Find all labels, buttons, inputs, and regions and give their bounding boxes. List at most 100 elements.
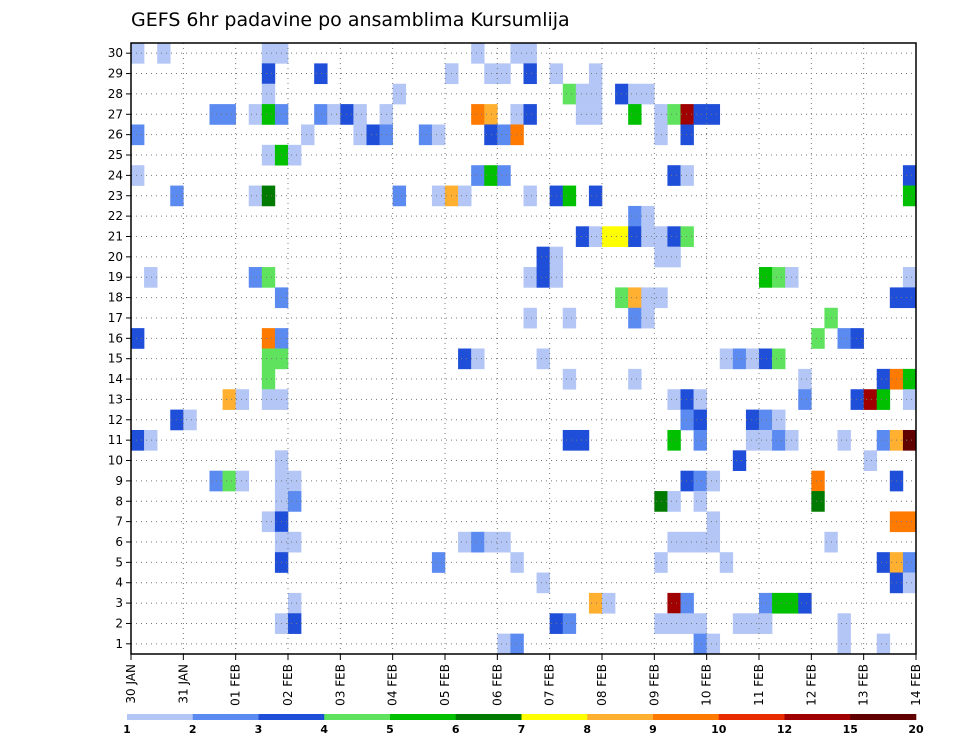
heatmap-cell — [745, 429, 760, 451]
heatmap-cell — [562, 613, 577, 634]
heatmap-cell — [667, 165, 681, 186]
heatmap-cell — [850, 389, 864, 410]
heatmap-cell — [458, 348, 472, 370]
heatmap-cell — [641, 287, 655, 309]
heatmap-cell — [222, 470, 236, 492]
heatmap-cell — [458, 185, 472, 207]
heatmap-cell — [575, 104, 590, 125]
heatmap-cell — [484, 124, 498, 146]
heatmap-cell — [484, 165, 498, 186]
heatmap-cell — [732, 450, 747, 471]
heatmap-cell — [798, 368, 812, 390]
heatmap-cell — [667, 613, 681, 634]
heatmap-cell — [876, 368, 891, 390]
y-tick-label: 19 — [108, 270, 123, 284]
x-tick-label: 02 FEB — [281, 664, 295, 706]
heatmap-cell — [680, 531, 694, 553]
heatmap-cell — [523, 43, 537, 64]
y-tick-label: 6 — [115, 535, 123, 549]
heatmap-cell — [523, 307, 537, 329]
heatmap-cell — [798, 592, 812, 614]
heatmap-cell — [392, 83, 407, 105]
heatmap-cell — [680, 104, 694, 125]
heatmap-cell — [745, 409, 760, 431]
heatmap-cell — [602, 226, 616, 247]
heatmap-cell — [562, 368, 577, 390]
heatmap-cell — [837, 328, 851, 349]
y-tick-label: 16 — [108, 331, 123, 345]
heatmap-cell — [680, 165, 694, 186]
heatmap-cell — [392, 185, 407, 207]
heatmap-cell — [902, 165, 917, 186]
heatmap-cell — [693, 409, 707, 431]
heatmap-cell — [261, 83, 276, 105]
heatmap-cell — [301, 124, 315, 146]
x-tick-label: 11 FEB — [752, 664, 766, 706]
heatmap-cell — [575, 226, 590, 247]
heatmap-cell — [562, 83, 577, 105]
heatmap-cell — [497, 63, 511, 85]
colorbar-swatch — [324, 714, 391, 720]
heatmap-cell — [680, 389, 694, 410]
heatmap-cell — [667, 226, 681, 247]
colorbar-level-label: 12 — [777, 723, 792, 736]
heatmap-cell — [811, 328, 825, 349]
y-tick-label: 14 — [108, 372, 123, 386]
heatmap-cell — [667, 246, 681, 268]
heatmap-cell — [248, 185, 263, 207]
y-tick-label: 11 — [108, 433, 123, 447]
heatmap-cell — [131, 328, 145, 349]
heatmap-cell — [536, 348, 550, 370]
y-tick-label: 9 — [115, 474, 123, 488]
y-tick-label: 12 — [108, 413, 123, 427]
x-tick-label: 13 FEB — [857, 664, 871, 706]
y-tick-label: 2 — [115, 616, 123, 630]
heatmap-cell — [628, 104, 642, 125]
y-tick-label: 3 — [115, 596, 123, 610]
heatmap-cell — [157, 43, 171, 64]
heatmap-cell — [680, 226, 694, 247]
y-tick-label: 4 — [115, 576, 123, 590]
heatmap-cell — [811, 470, 825, 492]
heatmap-cell — [641, 307, 655, 329]
heatmap-cell — [510, 104, 524, 125]
heatmap-cell — [602, 592, 616, 614]
heatmap-cell — [431, 552, 446, 573]
heatmap-cell — [628, 226, 642, 247]
y-tick-label: 27 — [108, 107, 123, 121]
heatmap-cell — [680, 124, 694, 146]
x-axis: 30 JAN 31 JAN 01 FEB 02 FEB 03 FEB 04 FEB 05 F… — [124, 654, 923, 706]
x-tick-label: 10 FEB — [700, 664, 714, 706]
heatmap-cell — [562, 307, 577, 329]
heatmap-cell — [745, 613, 760, 634]
y-tick-label: 29 — [108, 67, 123, 81]
heatmap-cell — [759, 592, 773, 614]
heatmap-cell — [876, 429, 891, 451]
x-tick-label: 09 FEB — [647, 664, 661, 706]
heatmap-cell — [837, 613, 851, 634]
heatmap-cell — [497, 124, 511, 146]
chart-title: GEFS 6hr padavine po ansamblima Kursumli… — [131, 9, 570, 31]
plot-frame — [130, 42, 917, 655]
heatmap-cell — [222, 104, 236, 125]
colorbar-swatch — [521, 714, 588, 720]
colorbar-swatch — [455, 714, 522, 720]
y-tick-label: 24 — [108, 168, 123, 182]
heatmap-cell — [667, 592, 681, 614]
y-tick-label: 13 — [108, 392, 123, 406]
heatmap-cell — [902, 185, 917, 207]
y-tick-label: 18 — [108, 291, 123, 305]
heatmap-cell — [431, 124, 446, 146]
heatmap-cell — [732, 348, 747, 370]
heatmap-cell — [497, 531, 511, 553]
heatmap-cell — [510, 124, 524, 146]
heatmap-cell — [772, 592, 786, 614]
heatmap-cell — [536, 267, 550, 288]
colorbar-swatch — [718, 714, 785, 720]
heatmap-cell — [222, 389, 236, 410]
heatmap-cell — [772, 267, 786, 288]
colorbar-swatch — [784, 714, 851, 720]
heatmap-cell — [837, 633, 851, 655]
y-tick-label: 15 — [108, 352, 123, 366]
heatmap-cell — [667, 429, 681, 451]
